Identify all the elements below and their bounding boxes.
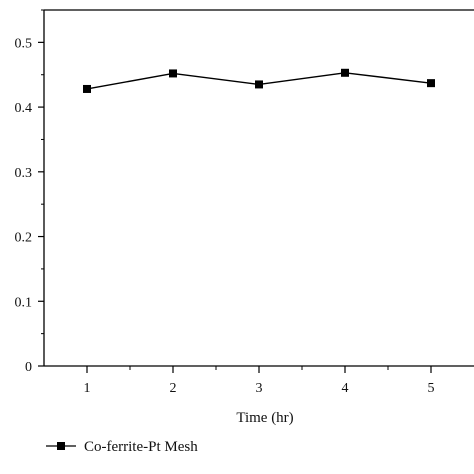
series-group	[83, 68, 435, 93]
x-tick-label: 1	[84, 381, 91, 396]
y-tick-label: 0.1	[15, 295, 33, 310]
legend-marker-swatch	[57, 442, 65, 450]
x-tick-label: 3	[256, 381, 263, 396]
data-point-marker	[427, 79, 435, 88]
x-axis-title: Time (hr)	[236, 410, 293, 426]
y-tick-label: 0	[25, 360, 32, 375]
data-point-marker	[83, 84, 91, 93]
x-tick-label: 2	[170, 381, 177, 396]
x-tick-label: 4	[342, 381, 349, 396]
data-point-marker	[169, 69, 177, 78]
y-tick-label: 0.4	[15, 101, 33, 116]
y-tick-label: 0.3	[15, 166, 33, 181]
y-axis-ticks: 0 0.1 0.2 0.3 0.4 0.5	[15, 9, 44, 375]
data-point-marker	[255, 80, 263, 89]
x-tick-label: 5	[428, 381, 435, 396]
legend-label: Co-ferrite-Pt Mesh	[84, 439, 198, 455]
axes	[43, 9, 474, 367]
data-point-marker	[341, 68, 349, 77]
y-tick-label: 0.2	[15, 231, 33, 246]
legend: Co-ferrite-Pt Mesh	[46, 439, 198, 455]
y-tick-label: 0.5	[15, 36, 33, 51]
x-axis-ticks: 1 2 3 4 5	[84, 366, 435, 396]
